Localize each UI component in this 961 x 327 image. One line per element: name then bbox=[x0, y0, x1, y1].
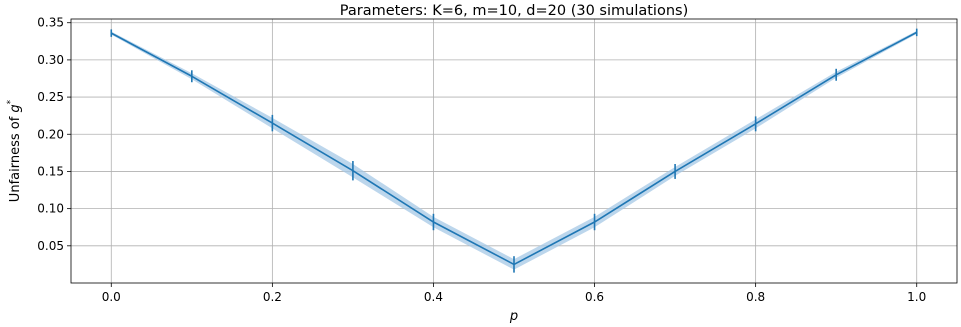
x-tick-label-3: 0.6 bbox=[585, 290, 604, 304]
y-axis-label: Unfairness of g* bbox=[6, 99, 23, 202]
y-axis-label-superscript: * bbox=[6, 99, 16, 104]
y-tick-label-3: 0.20 bbox=[37, 127, 64, 141]
y-tick-label-0: 0.05 bbox=[37, 239, 64, 253]
error-bars bbox=[110, 28, 918, 273]
x-tick-label-2: 0.4 bbox=[424, 290, 443, 304]
chart-title: Parameters: K=6, m=10, d=20 (30 simulati… bbox=[340, 3, 688, 19]
y-tick-label-1: 0.10 bbox=[37, 202, 64, 216]
y-axis-ticks: 0.05 0.10 0.15 0.20 0.25 0.30 0.35 bbox=[37, 16, 71, 253]
x-tick-label-5: 1.0 bbox=[907, 290, 926, 304]
x-tick-label-4: 0.8 bbox=[746, 290, 765, 304]
y-tick-label-5: 0.30 bbox=[37, 53, 64, 67]
x-tick-label-1: 0.2 bbox=[263, 290, 282, 304]
y-axis-label-symbol: g bbox=[8, 104, 23, 112]
y-axis-label-text: Unfairness of bbox=[8, 113, 23, 203]
x-tick-label-0: 0.0 bbox=[102, 290, 121, 304]
plot-frame bbox=[70, 18, 958, 284]
x-axis-label: p bbox=[509, 309, 518, 324]
y-tick-label-6: 0.35 bbox=[37, 16, 64, 30]
y-tick-label-2: 0.15 bbox=[37, 164, 64, 178]
x-axis-ticks: 0.0 0.2 0.4 0.6 0.8 1.0 bbox=[102, 283, 926, 304]
y-tick-label-4: 0.25 bbox=[37, 90, 64, 104]
grid-lines bbox=[71, 19, 957, 283]
